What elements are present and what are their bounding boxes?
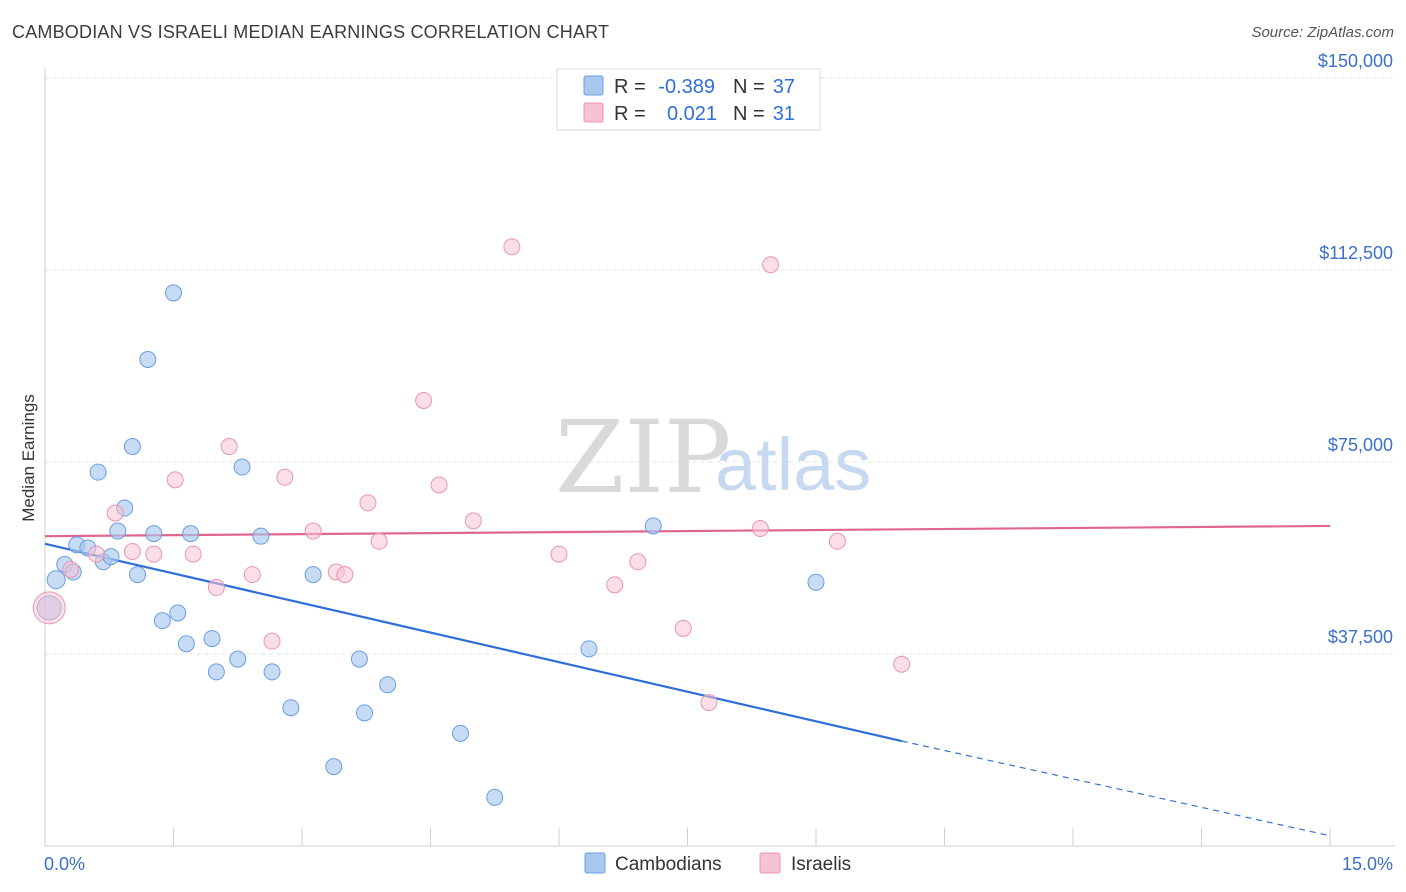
watermark-atlas: atlas <box>715 423 871 506</box>
source-label: Source: ZipAtlas.com <box>1251 24 1394 41</box>
point-cambodians-19 <box>182 525 200 543</box>
point-israelis-30 <box>893 655 911 673</box>
point-cambodians-31 <box>379 676 397 694</box>
legend-swatch-israelis <box>583 102 604 123</box>
point-cambodians-18 <box>177 635 195 653</box>
point-cambodians-9 <box>109 522 127 540</box>
watermark-zip: ZIP <box>555 399 731 516</box>
point-israelis-4 <box>123 543 141 561</box>
point-israelis-1 <box>62 560 80 578</box>
correlation-legend: R = -0.389 N = 37 R = 0.021 N = 31 <box>556 68 821 131</box>
trend-lines <box>44 524 1331 837</box>
point-israelis-9 <box>220 438 238 456</box>
point-cambodians-24 <box>252 527 270 545</box>
legend-n-value-israelis: 31 <box>773 103 795 125</box>
legend-swatch-cambodians <box>583 75 604 96</box>
grid-lines <box>45 77 1395 655</box>
point-israelis-26 <box>700 694 718 712</box>
point-israelis-22 <box>550 545 568 563</box>
point-israelis-23 <box>606 576 624 594</box>
point-cambodians-15 <box>153 612 171 630</box>
point-israelis-27 <box>751 519 769 537</box>
point-cambodians-26 <box>282 699 300 717</box>
point-cambodians-30 <box>356 704 374 722</box>
point-israelis-19 <box>430 476 448 494</box>
point-israelis-5 <box>145 545 163 563</box>
series-swatch-israelis <box>759 852 781 874</box>
point-cambodians-25 <box>263 663 281 681</box>
point-israelis-6 <box>166 471 184 489</box>
point-israelis-3 <box>106 504 124 522</box>
point-cambodians-16 <box>165 284 182 302</box>
point-israelis-8 <box>207 578 225 596</box>
watermark: ZIP atlas <box>555 399 871 516</box>
legend-r-value-israelis: 0.021 <box>667 103 717 125</box>
legend-n-value-cambodians: 37 <box>773 76 795 98</box>
y-tick-label-1: $75,000 <box>1328 435 1393 455</box>
legend-r-label-israelis: R = <box>614 103 646 125</box>
point-israelis-18 <box>415 391 433 409</box>
point-israelis-21 <box>503 238 521 256</box>
point-cambodians-29 <box>350 650 368 668</box>
point-israelis-25 <box>674 619 692 637</box>
point-cambodians-14 <box>145 525 163 543</box>
point-israelis-24 <box>629 553 647 571</box>
point-cambodians-13 <box>139 351 157 369</box>
point-israelis-12 <box>276 468 294 486</box>
point-cambodians-27 <box>304 566 322 584</box>
trend-line-cambodians <box>44 542 902 743</box>
legend-r-label-cambodians: R = <box>614 76 646 98</box>
legend-r-value-cambodians: -0.389 <box>658 76 715 98</box>
point-cambodians-22 <box>229 650 247 668</box>
trend-line-israelis <box>44 524 1331 538</box>
point-israelis-16 <box>359 494 377 512</box>
point-cambodians-6 <box>89 463 107 481</box>
chart-title: CAMBODIAN VS ISRAELI MEDIAN EARNINGS COR… <box>12 22 610 42</box>
point-israelis-2 <box>87 545 105 563</box>
point-israelis-7 <box>184 545 202 563</box>
point-israelis-11 <box>263 632 281 650</box>
y-axis-title: Median Earnings <box>19 394 38 522</box>
x-tick-labels: 0.0% 15.0% <box>44 854 1393 874</box>
point-cambodians-11 <box>123 438 141 456</box>
series-swatch-cambodians <box>584 852 606 874</box>
point-israelis-29 <box>828 532 846 550</box>
y-tick-label-0: $37,500 <box>1328 627 1393 647</box>
point-cambodians-32 <box>451 724 469 742</box>
y-tick-label-3: $150,000 <box>1318 51 1393 71</box>
point-cambodians-21 <box>207 663 225 681</box>
axes <box>44 68 1395 847</box>
point-israelis-20 <box>464 512 482 530</box>
point-israelis-15 <box>336 566 354 584</box>
point-cambodians-1 <box>46 570 66 590</box>
legend-n-label-cambodians: N = <box>733 76 765 98</box>
point-israelis-28 <box>762 256 780 274</box>
y-tick-label-2: $112,500 <box>1319 243 1393 263</box>
point-cambodians-33 <box>486 788 504 806</box>
series-legend: Cambodians Israelis <box>584 852 851 875</box>
x-tick-label-1: 15.0% <box>1342 854 1393 874</box>
series-label-cambodians: Cambodians <box>615 854 722 875</box>
x-tick-label-0: 0.0% <box>44 854 85 874</box>
point-cambodians-12 <box>129 566 147 584</box>
point-cambodians-34 <box>580 640 598 658</box>
point-cambodians-17 <box>169 604 187 622</box>
point-cambodians-36 <box>807 573 825 591</box>
point-israelis-13 <box>304 522 322 540</box>
point-cambodians-20 <box>203 630 221 648</box>
point-cambodians-28 <box>325 758 343 776</box>
point-cambodians-23 <box>233 458 251 476</box>
point-israelis-17 <box>370 532 388 550</box>
data-points <box>32 238 911 806</box>
trend-line-cambodians-extension <box>901 740 1331 837</box>
point-cambodians-8 <box>102 548 120 566</box>
y-tick-labels: $37,500 $75,000 $112,500 $150,000 <box>1318 51 1393 647</box>
point-israelis-0 <box>32 591 66 625</box>
legend-n-label-israelis: N = <box>733 103 765 125</box>
point-cambodians-35 <box>644 517 662 535</box>
point-israelis-10 <box>243 566 261 584</box>
series-label-israelis: Israelis <box>791 854 851 875</box>
